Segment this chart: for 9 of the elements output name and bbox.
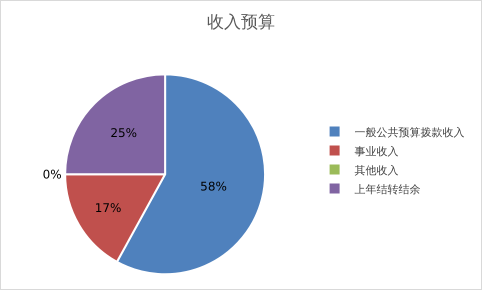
legend-label: 事业收入 <box>354 144 399 158</box>
text: 0% <box>42 167 62 182</box>
legend-label: 一般公共预算拨款收入 <box>354 126 465 139</box>
legend-label: 上年结转结余 <box>354 182 421 196</box>
legend-label: 其他收入 <box>354 164 399 177</box>
data-label: 25% <box>110 126 138 140</box>
data-label: 58% <box>200 180 227 194</box>
chart-title: 收入预算 <box>207 12 275 32</box>
data-label: 17% <box>94 201 122 215</box>
